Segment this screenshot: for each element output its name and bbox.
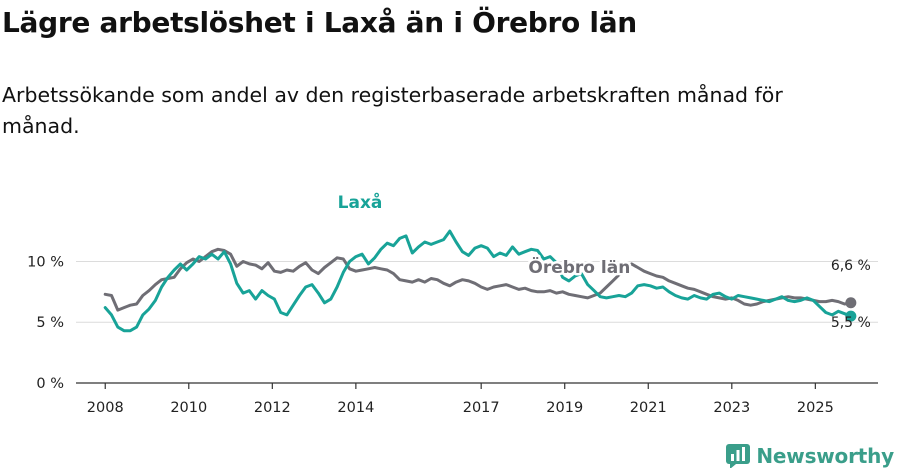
series-layer: [103, 229, 857, 333]
series-end-dot-orebro: [845, 297, 857, 309]
newsworthy-logo-text: Newsworthy: [756, 444, 894, 468]
x-tick-label: 2021: [630, 400, 667, 416]
x-tick-label: 2014: [337, 400, 374, 416]
x-tick-label: 2012: [254, 400, 291, 416]
newsworthy-logo-icon: [726, 444, 751, 468]
series-label-laxa: Laxå: [338, 191, 383, 213]
x-tick-label: 2025: [797, 400, 834, 416]
end-value-label-laxa: 5,5 %: [831, 315, 871, 331]
grid-layer: [76, 260, 878, 323]
series-line-orebro: [103, 247, 853, 312]
x-tick-label: 2023: [713, 400, 750, 416]
x-tick-label: 2008: [87, 400, 124, 416]
chart-title: Lägre arbetslöshet i Laxå än i Örebro lä…: [2, 6, 637, 39]
series-end-dot-laxa: [845, 310, 857, 322]
x-tick-label: 2019: [546, 400, 583, 416]
newsworthy-logo: Newsworthy: [726, 444, 894, 468]
x-tick-label: 2017: [463, 400, 500, 416]
y-tick-label: 0 %: [36, 376, 64, 392]
series-label-orebro: Örebro län: [528, 256, 630, 278]
end-value-label-orebro: 6,6 %: [831, 258, 871, 274]
chart-subtitle: Arbetssökande som andel av den registerb…: [2, 83, 783, 138]
axis-layer: 0 % 5 % 10 % 2008 2010 2012 2014 2017 2019 2021 20…: [27, 254, 878, 416]
y-tick-label: 5 %: [36, 315, 64, 331]
y-tick-label: 10 %: [27, 254, 64, 270]
series-line-laxa: [103, 229, 853, 333]
label-layer: Laxå Örebro län 6,6 % 5,5 %: [335, 189, 871, 332]
x-tick-label: 2010: [170, 400, 207, 416]
